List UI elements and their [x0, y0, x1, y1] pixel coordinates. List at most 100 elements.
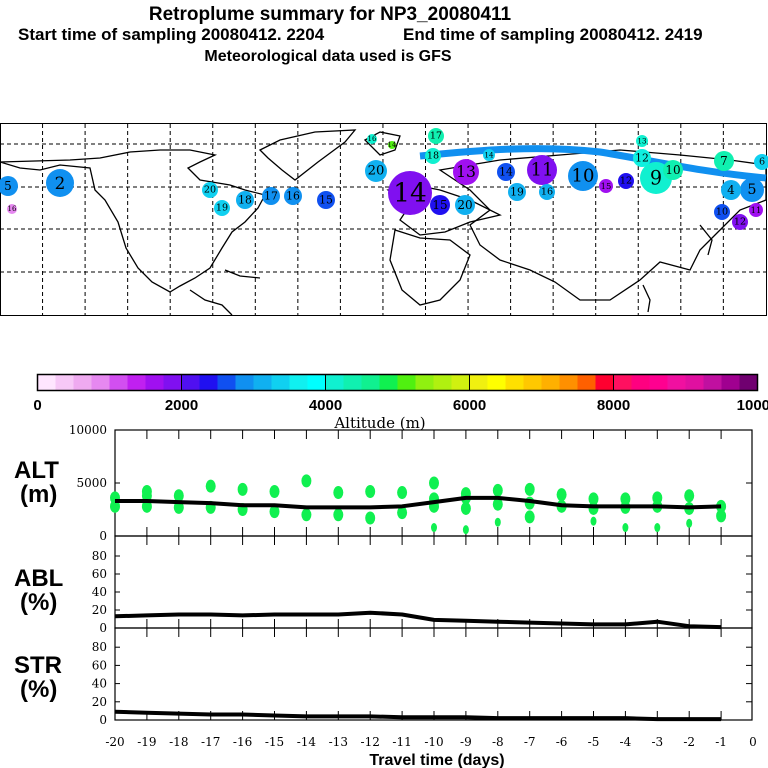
plume-marker: 15 [430, 195, 450, 215]
plume-marker-circle [497, 163, 515, 181]
abl-label: ABL [14, 565, 63, 592]
plume-marker-circle [453, 159, 479, 185]
alt-particle-point [397, 486, 408, 500]
plume-marker-circle [539, 184, 555, 200]
x-tick-label: -18 [169, 735, 188, 749]
colorbar-segment [145, 374, 164, 391]
plume-marker: 18 [425, 148, 441, 164]
plume-marker-circle [236, 191, 254, 209]
plume-marker-circle [365, 160, 387, 182]
colorbar-segment [181, 374, 200, 391]
colorbar-segment [703, 374, 722, 391]
colorbar-tick-label: 6000 [453, 397, 486, 414]
colorbar-segment [451, 374, 470, 391]
plume-marker: 14 [497, 163, 515, 181]
x-tick-label: -4 [620, 735, 632, 749]
str-label: STR [14, 652, 62, 679]
x-axis-title: Travel time (days) [369, 752, 504, 768]
plume-marker: 17 [262, 187, 280, 205]
plume-marker-label: 9 [650, 167, 662, 190]
alt-particle-point [365, 484, 376, 498]
plume-marker-circle [740, 178, 764, 202]
plume-marker: 2 [46, 169, 74, 197]
alt-particle-point [494, 517, 501, 527]
plume-marker: 4 [721, 180, 741, 200]
alt-particle-point [684, 489, 695, 503]
abl-y-tick-label: 20 [92, 603, 107, 617]
plume-marker-label: 20 [204, 185, 216, 196]
plume-marker: 13 [636, 135, 648, 147]
x-tick-label: -9 [460, 735, 472, 749]
plume-marker: 5 [740, 178, 764, 202]
abl-unit: (%) [20, 589, 57, 616]
alt-particle-point [492, 483, 503, 497]
x-tick-label: -3 [651, 735, 663, 749]
colorbar-segment [343, 374, 362, 391]
plume-marker-circle [599, 179, 613, 193]
alt-label: ALT [14, 457, 59, 484]
plume-marker-label: 16 [368, 135, 377, 143]
plume-marker-label: 17 [430, 131, 442, 142]
plume-marker: 11 [749, 203, 763, 217]
plume-marker: 11 [527, 155, 557, 185]
colorbar-tick-label: 0 [33, 397, 41, 414]
alt-particle-point [460, 501, 471, 515]
colorbar-segment [235, 374, 254, 391]
plume-marker: 15 [317, 191, 335, 209]
plume-marker-label: 13 [637, 137, 647, 146]
colorbar-segment [415, 374, 434, 391]
plume-marker-label: 18 [427, 151, 439, 162]
colorbar-segment [91, 374, 110, 391]
plume-marker-label: 5 [747, 182, 756, 198]
plume-marker: 17 [428, 128, 444, 144]
plume-marker-label: 20 [368, 164, 385, 179]
abl-y-tick-label: 80 [92, 549, 107, 563]
alt-particle-point [333, 486, 344, 500]
colorbar-segment [325, 374, 344, 391]
x-tick-label: -7 [524, 735, 536, 749]
plume-marker-label: 15 [432, 198, 447, 212]
colorbar-segment [217, 374, 236, 391]
plume-marker-circle [317, 191, 335, 209]
plume-marker: 15 [599, 179, 613, 193]
plume-marker-label: 7 [720, 154, 728, 168]
x-tick-label: -11 [392, 735, 411, 749]
alt-particle-point [397, 506, 408, 520]
plume-marker-label: 18 [238, 194, 252, 207]
plume-marker-label: 14 [484, 151, 494, 160]
x-tick-label: -16 [233, 735, 252, 749]
str-unit: (%) [20, 676, 57, 703]
colorbar-segment [163, 374, 182, 391]
plume-marker-circle [46, 169, 74, 197]
plume-marker: 19 [214, 200, 230, 216]
x-tick-label: -8 [492, 735, 504, 749]
plume-marker-label: 12 [620, 176, 632, 187]
plume-marker-circle [527, 155, 557, 185]
plume-marker-label: 11 [751, 205, 762, 215]
alt-y-tick-label: 5000 [76, 476, 107, 490]
plume-marker-circle [428, 128, 444, 144]
plume-marker-label: 12 [734, 217, 746, 228]
plume-marker: 16 [367, 134, 377, 144]
colorbar-segment [307, 374, 326, 391]
colorbar-segment [505, 374, 524, 391]
plume-marker: 16 [539, 184, 555, 200]
plume-marker-circle [284, 187, 302, 205]
plume-marker-circle [732, 214, 748, 230]
plume-marker-label: 20 [457, 198, 472, 212]
colorbar-segment [577, 374, 596, 391]
x-tick-label: -1 [715, 735, 727, 749]
str-y-tick-label: 0 [99, 713, 107, 727]
plume-marker-label: 11 [531, 160, 554, 181]
alt-particle-point [524, 510, 535, 524]
met-data-note: Meteorological data used is GFS [204, 48, 451, 65]
alt-particle-point [429, 476, 439, 490]
plume-marker: 7 [714, 151, 734, 171]
plume-marker: 12 [618, 173, 634, 189]
plume-marker-circle [721, 180, 741, 200]
x-tick-label: -19 [137, 735, 156, 749]
plume-marker-label: 4 [727, 183, 735, 197]
plume-marker-circle [367, 134, 377, 144]
